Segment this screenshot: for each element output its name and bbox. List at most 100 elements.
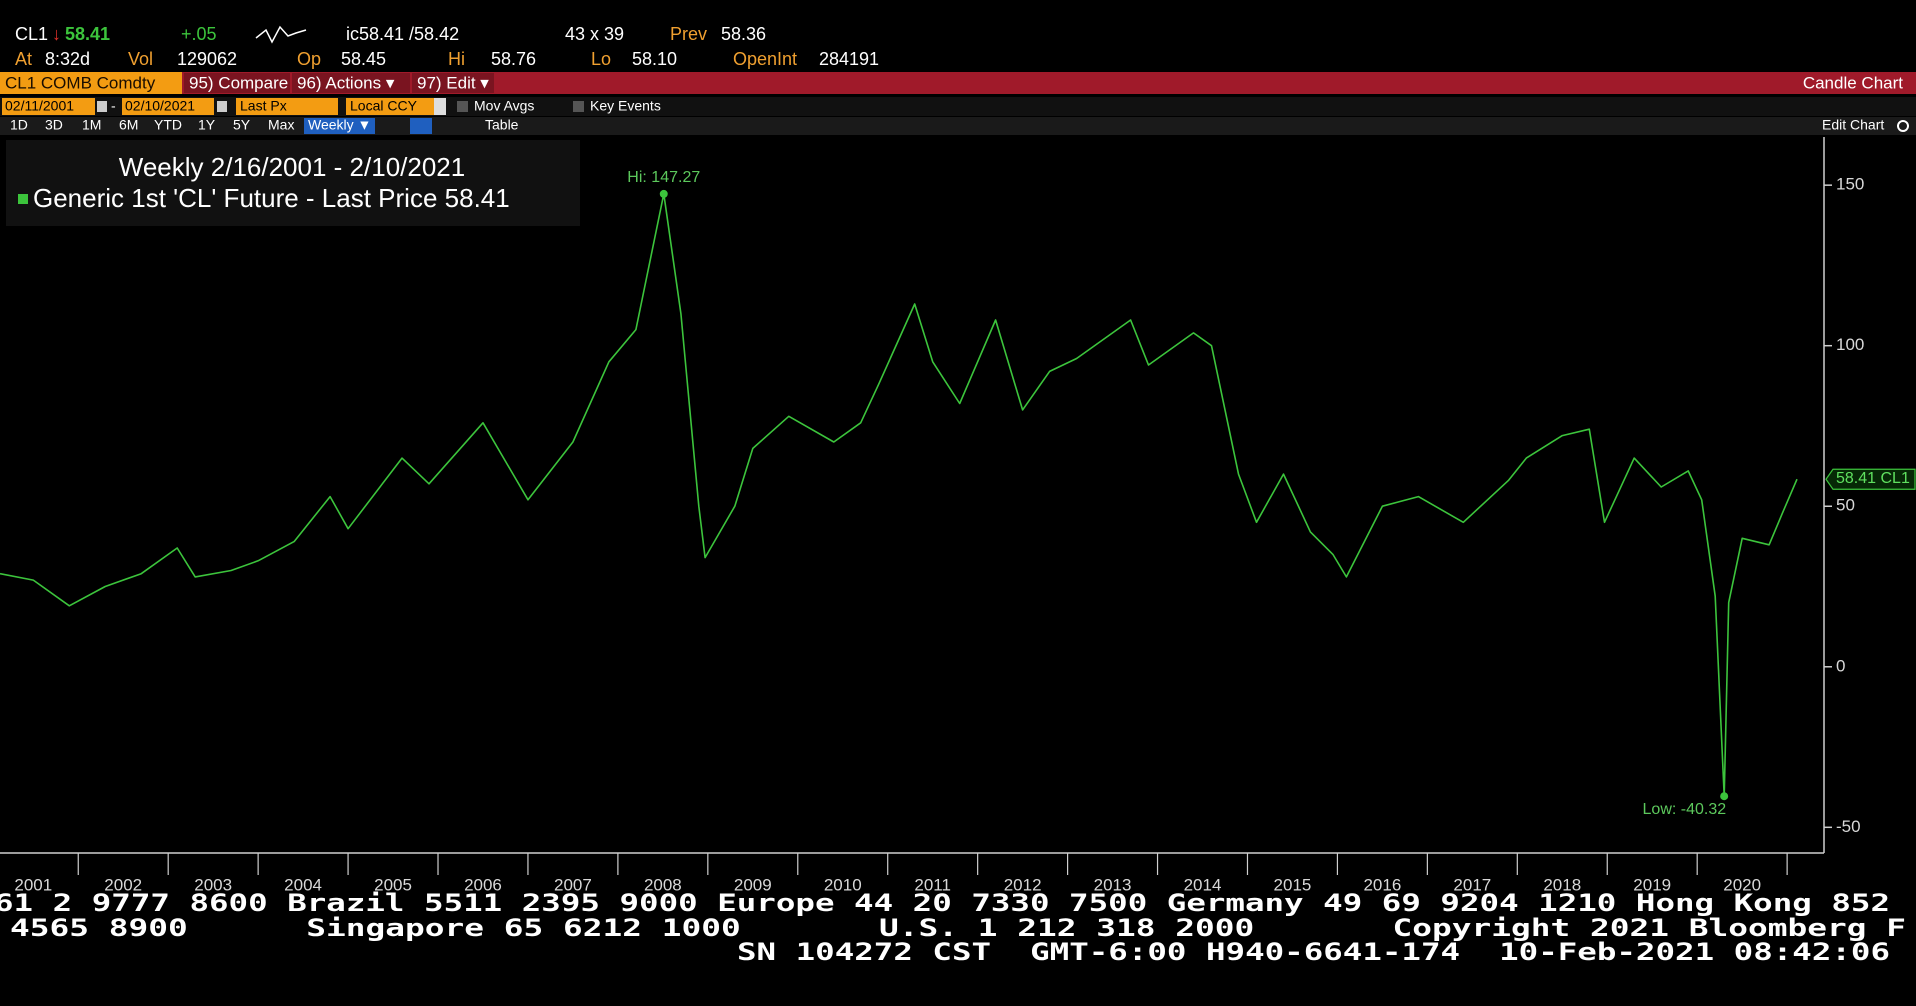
extreme-label-value: 147.27 [651,169,700,186]
frequency[interactable]: Weekly ▼ [308,117,371,133]
x-tick-label: 2011 [914,875,951,894]
y-tick-label: 100 [1836,335,1864,354]
price-line [0,193,1798,797]
stat-label: At [15,49,32,69]
x-tick-label: 2007 [554,875,592,894]
key-events[interactable]: Key Events [590,98,661,114]
chart-icon[interactable] [410,118,432,134]
chart-title: Weekly 2/16/2001 - 2/10/2021 [119,152,465,182]
prev-label: Prev [670,24,707,44]
x-tick-label: 2005 [374,875,412,894]
x-tick-label: 2002 [104,875,142,894]
menu-item-box[interactable] [184,73,290,93]
menu-item-box[interactable] [412,73,494,93]
last-price-value: 58.41 [1836,470,1876,487]
menu-item-box[interactable] [292,73,410,93]
x-tick-label: 2019 [1633,875,1671,894]
start-date[interactable]: 02/11/2001 [5,98,74,114]
x-tick-label: 2001 [14,875,52,894]
date-field[interactable] [2,98,95,115]
y-tick-label: 150 [1836,175,1864,194]
range-button[interactable]: 5Y [233,117,251,133]
table-button[interactable]: Table [485,117,519,133]
range-button[interactable]: 6M [119,117,138,133]
legend-box [6,140,580,226]
x-tick-label: 2004 [284,875,322,894]
view-name: Candle Chart [1803,73,1903,92]
extreme-marker [1720,792,1729,801]
range-button[interactable]: Max [268,117,294,133]
gear-icon[interactable] [1897,120,1909,132]
calendar-icon[interactable] [97,101,107,112]
currency-select[interactable] [346,98,434,115]
legend-entry: Generic 1st 'CL' Future - Last Price 58.… [33,183,510,213]
stat-label: OpenInt [733,49,797,69]
extreme-label-value: -40.32 [1681,801,1726,818]
edit-chart[interactable]: Edit Chart [1822,117,1884,133]
bid-ask: ic58.41 /58.42 [346,24,459,44]
security-box[interactable] [0,72,182,94]
range-bar [0,117,1916,135]
last-value: 58.41 [445,183,510,213]
dropdown-button[interactable] [434,98,446,115]
end-date[interactable]: 02/10/2021 [125,98,195,114]
x-tick-label: 2018 [1543,875,1581,894]
stat-label: Hi [448,49,465,69]
x-tick-label: 2020 [1723,875,1761,894]
range-button[interactable]: 3D [45,117,63,133]
range-button[interactable]: 1M [82,117,101,133]
frequency-box[interactable] [304,118,375,134]
y-tick-label: 50 [1836,496,1855,515]
x-tick-label: 2014 [1184,875,1222,894]
range-button[interactable]: 1Y [198,117,216,133]
plot: -50 0 50 100 150 2001 2002 2003 2004 2005 2006 2007… [0,137,1916,894]
arrow: ↓ [52,24,61,44]
stat-value: 284191 [819,49,879,69]
extreme-label-text: Hi: [627,169,647,186]
checkbox[interactable] [573,101,584,112]
last-price-tag-text: 58.41 CL1 [1836,470,1910,487]
field[interactable]: Last Px [240,98,287,114]
ticker: CL1 [15,24,48,44]
settings-bar [0,97,1916,116]
menu-item[interactable]: 95) Compare [189,73,288,92]
range-buttons: 1D 3D 1M 6M YTD 1Y 5Y Max [10,117,294,133]
x-tick-label: 2010 [824,875,862,894]
date-field[interactable] [122,98,214,115]
footer-line: SN 104272 CST GMT-6:00 H940-6641-174 10-… [737,938,1890,966]
range-button[interactable]: YTD [154,117,182,133]
mov-avgs[interactable]: Mov Avgs [474,98,534,114]
extreme-label: Low: -40.32 [1643,801,1727,818]
extreme-label: Hi: 147.27 [627,169,700,186]
y-tick-label: 0 [1836,656,1845,675]
x-tick-label: 2013 [1094,875,1132,894]
checkbox[interactable] [457,101,468,112]
stat-value: 58.10 [632,49,677,69]
range-button[interactable]: 1D [10,117,28,133]
prev: 58.36 [721,24,766,44]
x-tick-label: 2012 [1004,875,1042,894]
extreme-label-text: Low: [1643,801,1677,818]
security[interactable]: CL1 COMB Comdty [5,73,156,92]
x-tick-label: 2003 [194,875,232,894]
calendar-icon[interactable] [217,101,227,112]
field-select[interactable] [236,98,338,115]
y-tick-label: -50 [1836,817,1861,836]
currency[interactable]: Local CCY [350,98,418,114]
x-tick-label: 2006 [464,875,502,894]
stat-value: 58.45 [341,49,386,69]
menu-item[interactable]: 97) Edit ▾ [417,73,489,92]
legend-swatch [18,194,28,204]
sparkline-icon [255,25,307,44]
last-price-ticker: CL1 [1881,470,1910,487]
date-sep: - [111,98,116,114]
menu-item[interactable]: 96) Actions ▾ [297,73,395,92]
extreme-marker [659,189,668,198]
stat-label: Lo [591,49,611,69]
last-price: 58.41 [65,24,110,44]
x-tick-label: 2008 [644,875,682,894]
change: +.05 [181,24,217,44]
x-tick-label: 2015 [1274,875,1312,894]
